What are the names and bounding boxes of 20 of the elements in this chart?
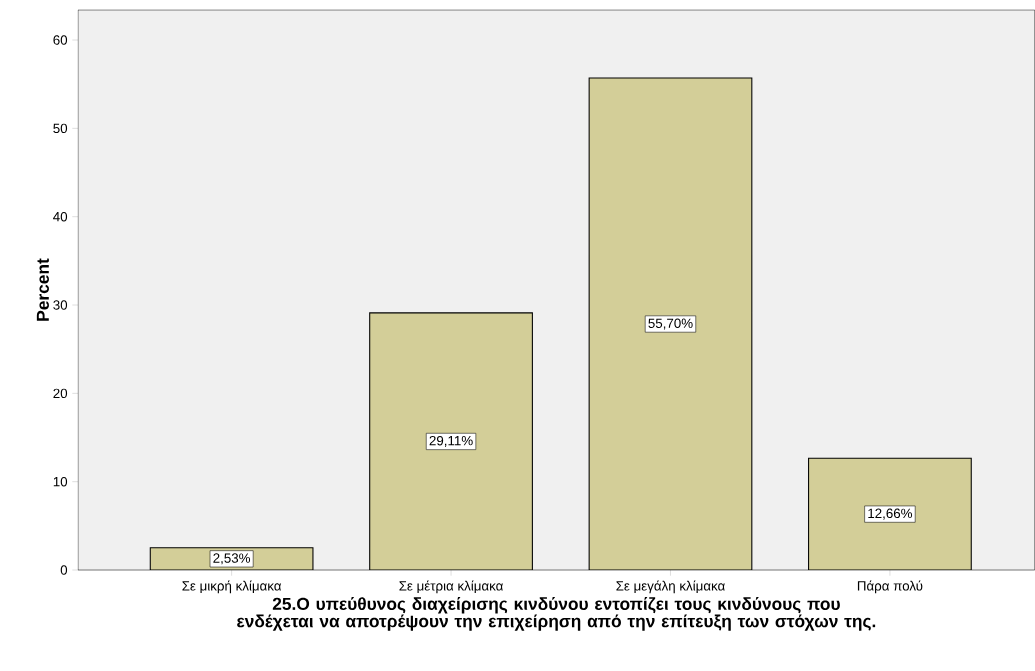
y-tick-label: 60 <box>53 35 68 45</box>
data-label: 2,53% <box>213 553 251 565</box>
y-tick-label: 40 <box>53 212 68 222</box>
x-tick-label: Πάρα πολύ <box>857 580 923 594</box>
bar <box>589 78 752 571</box>
x-axis-title: 25.Ο υπεύθυνος διαχείρισης κινδύνου εντοπίζει τους κινδύνους που ενδέχεται να αποτρέψουν την επιχείρηση από την επίτευξη των στόχων της. <box>237 597 876 631</box>
bar <box>808 457 972 571</box>
y-tick-label: 50 <box>53 123 68 134</box>
x-tick-label: Σε μεγάλη κλίμακα <box>616 580 725 594</box>
data-label: 55,70% <box>648 318 693 330</box>
data-label: 29,11% <box>429 436 473 448</box>
data-label: 12,66% <box>868 508 913 520</box>
bar <box>369 312 533 571</box>
x-tick-label: Σε μέτρια κλίμακα <box>399 580 503 594</box>
y-tick-label: 30 <box>53 300 68 310</box>
y-tick-label: 10 <box>53 477 68 487</box>
y-tick-label: 20 <box>53 388 68 399</box>
x-tick-label: Σε μικρή κλίμακα <box>182 580 282 594</box>
y-tick-label: 0 <box>60 565 68 575</box>
y-axis-title: Percent <box>36 258 49 321</box>
